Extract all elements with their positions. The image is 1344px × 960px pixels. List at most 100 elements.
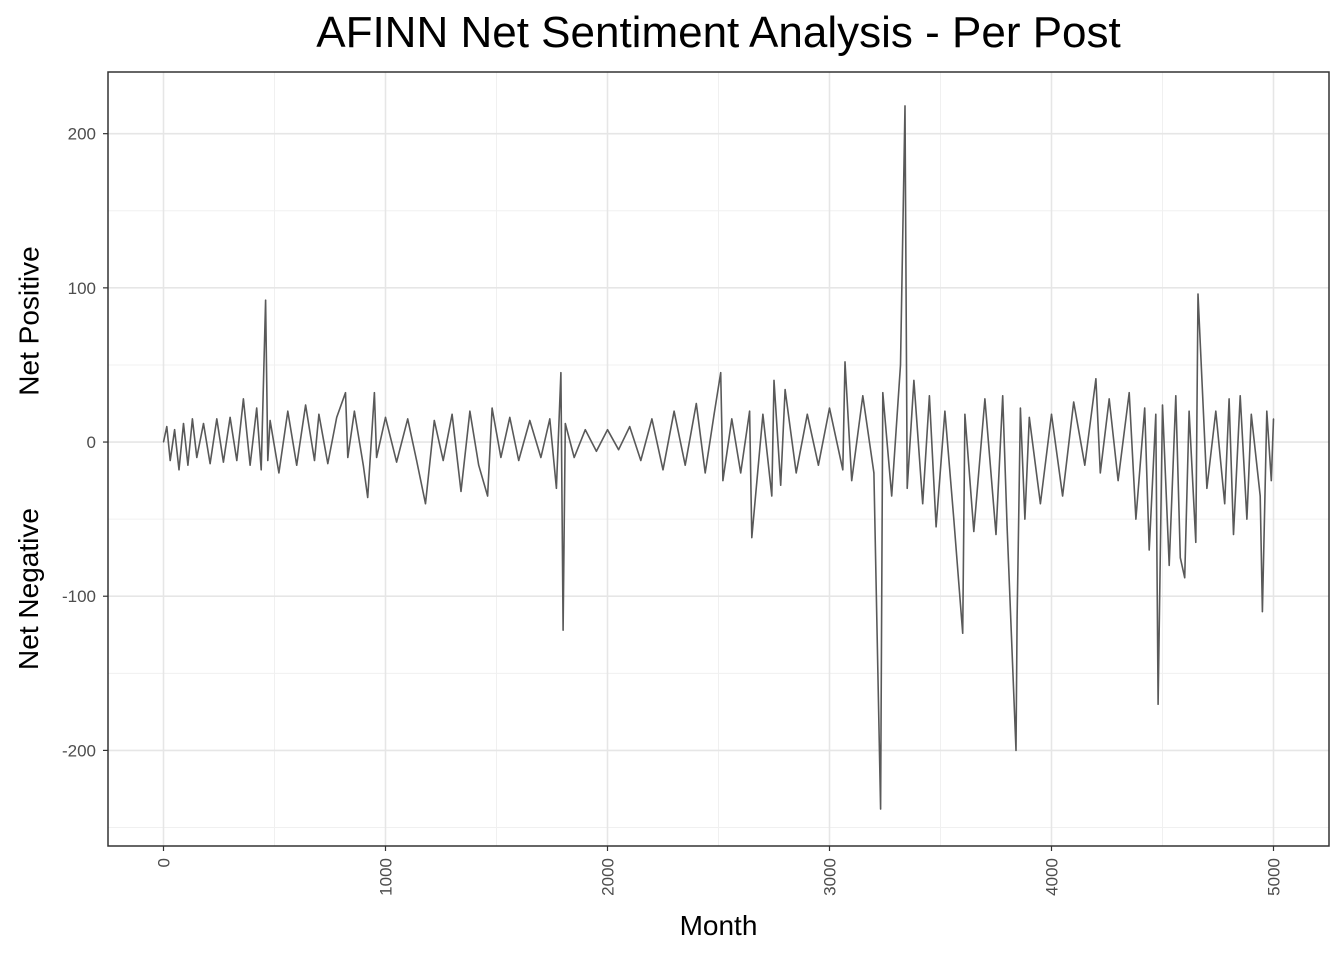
data-point	[1232, 533, 1235, 536]
data-point	[806, 413, 808, 415]
data-point	[222, 461, 225, 463]
x-tick-label: 2000	[599, 858, 618, 896]
data-point	[518, 459, 520, 462]
data-point	[695, 402, 697, 405]
data-point	[817, 464, 820, 466]
data-point	[202, 422, 205, 425]
data-point	[662, 469, 664, 471]
data-point	[1108, 398, 1110, 400]
data-point	[560, 372, 562, 374]
data-point	[795, 472, 797, 474]
data-point	[995, 533, 997, 536]
data-point	[962, 632, 964, 634]
data-point	[249, 464, 251, 466]
data-point	[191, 418, 193, 420]
x-tick-label: 3000	[821, 858, 840, 896]
data-point	[673, 410, 675, 412]
data-point	[844, 361, 846, 363]
y-tick-label: -100	[62, 587, 96, 606]
data-point	[196, 456, 198, 459]
data-point	[1002, 395, 1004, 397]
data-point	[904, 105, 906, 107]
data-point	[182, 422, 185, 425]
data-point	[842, 469, 844, 471]
data-point	[720, 372, 722, 374]
data-point	[851, 479, 853, 482]
data-point	[913, 379, 915, 381]
data-point	[944, 410, 946, 412]
data-point	[1073, 401, 1075, 403]
data-point	[336, 416, 338, 418]
data-point	[327, 463, 329, 465]
data-point	[1155, 413, 1157, 415]
data-point	[1135, 518, 1137, 520]
data-point	[540, 456, 542, 459]
data-point	[1024, 518, 1026, 520]
data-point	[964, 413, 966, 415]
data-point	[973, 530, 975, 533]
data-point	[1259, 495, 1261, 497]
data-point	[879, 808, 882, 810]
data-point	[460, 490, 462, 492]
data-point	[722, 479, 724, 482]
data-point	[1184, 577, 1186, 579]
data-point	[740, 472, 742, 474]
data-point	[1246, 518, 1248, 520]
x-tick-label: 4000	[1043, 858, 1062, 896]
data-point	[606, 429, 609, 431]
data-point	[828, 407, 831, 409]
data-point	[229, 416, 231, 418]
data-point	[236, 459, 238, 462]
data-point	[595, 450, 598, 452]
data-point	[1144, 407, 1146, 409]
data-point	[1272, 418, 1275, 420]
data-point	[731, 418, 733, 420]
data-point	[573, 456, 575, 459]
y-tick-label: 100	[68, 279, 96, 298]
data-point	[278, 472, 280, 474]
data-point	[509, 416, 511, 418]
data-point	[704, 472, 706, 474]
data-point	[260, 469, 262, 471]
data-point	[1188, 410, 1190, 412]
data-point	[1050, 413, 1053, 415]
data-point	[1015, 749, 1017, 752]
data-point	[187, 464, 189, 466]
data-point	[491, 407, 493, 409]
data-point	[174, 429, 176, 431]
data-point	[640, 459, 642, 462]
y-axis-label-positive: Net Positive	[13, 246, 45, 396]
y-tick-label: 200	[68, 125, 96, 144]
panel-border	[107, 71, 1330, 847]
data-point	[478, 464, 480, 466]
data-point	[584, 429, 586, 431]
data-point	[1148, 549, 1150, 551]
data-point	[1161, 404, 1164, 406]
data-point	[549, 418, 551, 420]
data-point	[256, 407, 258, 409]
data-point	[713, 413, 715, 415]
data-point	[629, 426, 631, 428]
data-point	[984, 398, 986, 400]
data-point	[442, 459, 444, 462]
data-point	[1062, 495, 1064, 497]
y-tick-label: -200	[62, 741, 96, 760]
data-point	[935, 526, 937, 528]
data-point	[1228, 398, 1230, 400]
data-point	[618, 449, 620, 451]
data-point	[899, 364, 902, 366]
data-point	[762, 413, 764, 415]
data-point	[242, 398, 245, 400]
data-point	[748, 410, 751, 412]
data-point	[555, 487, 558, 489]
data-point	[1095, 378, 1097, 380]
data-point	[304, 404, 307, 406]
chart-title: AFINN Net Sentiment Analysis - Per Post	[316, 8, 1121, 57]
data-point	[1016, 617, 1018, 619]
data-point	[1261, 611, 1263, 613]
data-point	[529, 419, 531, 422]
data-point	[882, 392, 884, 394]
data-point	[891, 495, 893, 497]
data-point	[1239, 395, 1241, 397]
data-point	[367, 496, 369, 499]
